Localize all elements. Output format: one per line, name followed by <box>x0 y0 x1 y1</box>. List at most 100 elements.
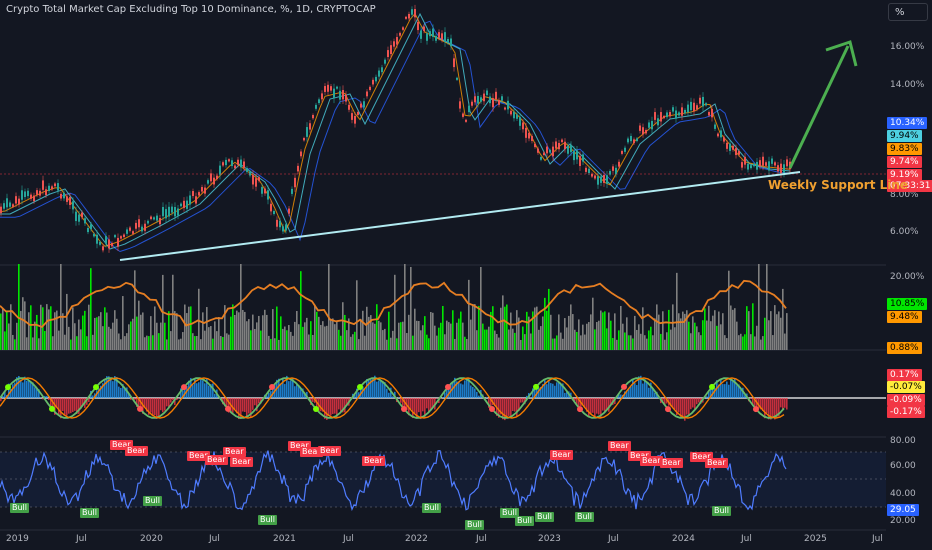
momentum-bar <box>750 398 752 399</box>
volume-bar <box>706 320 708 350</box>
rsi-bear-signal: Bear <box>223 447 246 457</box>
volume-bar <box>24 301 26 350</box>
volume-bar <box>288 325 290 350</box>
momentum-bar <box>182 390 184 398</box>
momentum-bar <box>120 388 122 398</box>
momentum-bar <box>148 398 150 415</box>
candle-body <box>507 100 509 110</box>
momentum-bar <box>738 384 740 398</box>
volume-bar <box>130 321 132 350</box>
volume-bar <box>508 329 510 350</box>
momentum-bar <box>382 380 384 398</box>
candle-body <box>594 175 596 179</box>
momentum-bar <box>626 390 628 398</box>
volume-bar <box>694 322 696 350</box>
volume-bar <box>462 322 464 350</box>
momentum-bar <box>652 387 654 398</box>
candle-body <box>564 141 566 149</box>
candle-body <box>735 148 737 156</box>
volume-bar <box>458 318 460 350</box>
momentum-bar <box>532 388 534 398</box>
volume-bar <box>300 271 302 350</box>
candle-body <box>687 104 689 113</box>
volume-bar <box>664 339 666 350</box>
volume-bar <box>354 331 356 350</box>
volume-bar <box>554 338 556 350</box>
candle-body <box>726 142 728 149</box>
candle-body <box>552 146 554 157</box>
volume-bar <box>732 309 734 350</box>
volume-bar <box>580 335 582 350</box>
candle-body <box>267 190 269 200</box>
momentum-bar <box>542 384 544 398</box>
momentum-bar <box>414 398 416 414</box>
momentum-bar <box>758 398 760 409</box>
momentum-bar <box>730 379 732 398</box>
candle-body <box>303 137 305 141</box>
momentum-bar <box>126 387 128 398</box>
volume-bar <box>518 317 520 350</box>
volume-bar <box>388 311 390 350</box>
rsi-bear-signal: Bear <box>640 456 663 466</box>
momentum-bar <box>636 385 638 398</box>
candle-body <box>468 105 470 113</box>
volume-bar <box>464 336 466 350</box>
chart-canvas[interactable] <box>0 0 886 550</box>
momentum-bar <box>764 398 766 419</box>
candle-body <box>174 207 176 217</box>
volume-bar <box>560 332 562 350</box>
time-axis-label: 2025 <box>804 534 827 544</box>
volume-bar <box>176 313 178 350</box>
volume-bar <box>552 338 554 350</box>
momentum-bar <box>564 392 566 398</box>
momentum-bar <box>248 398 250 414</box>
momentum-bar <box>768 398 770 420</box>
candle-body <box>561 139 563 143</box>
momentum-bar <box>194 378 196 398</box>
momentum-bar <box>246 398 248 418</box>
momentum-bar <box>390 387 392 398</box>
rsi-bear-signal: Bear <box>608 441 631 451</box>
moving-average-line <box>0 12 791 247</box>
momentum-bar <box>134 398 136 400</box>
rsi-bull-signal: Bull <box>500 508 520 518</box>
momentum-bar <box>290 380 292 398</box>
volume-bar <box>768 320 770 350</box>
volume-bar <box>138 300 140 350</box>
momentum-bar <box>338 398 340 410</box>
momentum-bar <box>384 382 386 398</box>
momentum-bar <box>566 390 568 398</box>
momentum-bar <box>236 398 238 414</box>
volume-bar <box>578 319 580 350</box>
volume-bar <box>318 316 320 350</box>
momentum-bar <box>506 398 508 418</box>
candle-body <box>162 207 164 217</box>
rsi-bull-signal: Bull <box>535 512 555 522</box>
volume-bar <box>628 335 630 350</box>
volume-bar <box>26 337 28 350</box>
unit-selector-button[interactable]: % <box>888 3 928 21</box>
volume-bar <box>766 264 768 350</box>
momentum-bar <box>402 398 404 410</box>
volume-bar <box>128 324 130 350</box>
volume-bar <box>544 297 546 350</box>
volume-bar <box>698 332 700 350</box>
candle-body <box>723 137 725 142</box>
volume-bar <box>600 310 602 350</box>
volume-bar <box>80 329 82 350</box>
candle-body <box>354 115 356 124</box>
momentum-dot <box>269 384 275 391</box>
rsi-bull-signal: Bull <box>515 516 535 526</box>
volume-bar <box>416 320 418 350</box>
candle-body <box>9 202 11 207</box>
candle-body <box>477 95 479 104</box>
volume-bar <box>340 335 342 350</box>
candle-body <box>93 233 95 237</box>
volume-bar <box>194 336 196 350</box>
rsi-axis-label: 40.00 <box>890 489 916 499</box>
momentum-bar <box>322 398 324 412</box>
candle-body <box>408 13 410 19</box>
candle-body <box>45 189 47 196</box>
volume-tag-green: 10.85% <box>887 298 928 310</box>
candle-body <box>135 222 137 229</box>
